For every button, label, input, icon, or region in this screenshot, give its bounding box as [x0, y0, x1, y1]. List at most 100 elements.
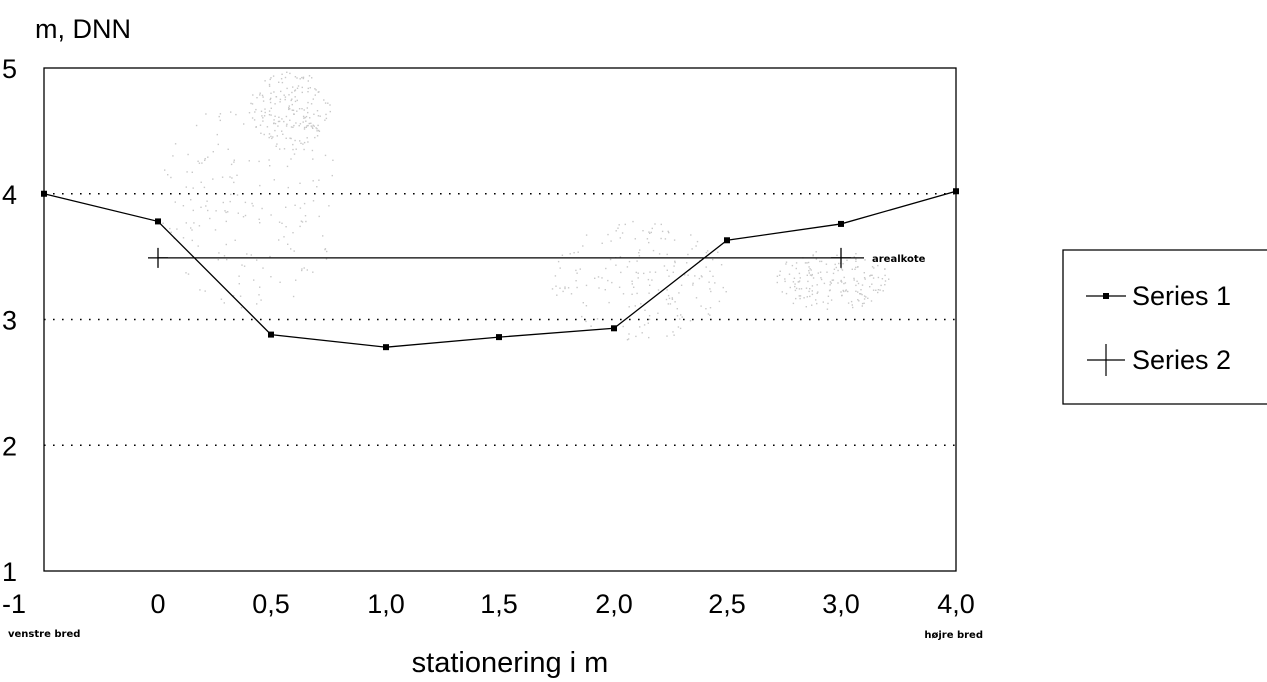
speckle-dot — [884, 274, 886, 277]
speckle-dot — [807, 280, 809, 283]
speckle-dot — [276, 135, 278, 137]
speckle-dot — [312, 200, 315, 202]
speckle-dot — [832, 279, 835, 281]
speckle-dot — [667, 230, 669, 233]
speckle-dot — [290, 248, 292, 250]
speckle-dot — [714, 282, 716, 284]
speckle-dot — [200, 206, 202, 208]
speckle-dot — [674, 260, 676, 262]
speckle-dot — [259, 124, 262, 126]
speckle-dot — [198, 225, 201, 227]
speckle-dot — [259, 184, 261, 187]
speckle-dot — [258, 218, 260, 220]
speckle-dot — [882, 290, 884, 292]
speckle-dot — [798, 288, 801, 290]
speckle-dot — [843, 276, 845, 279]
speckle-dot — [272, 75, 275, 77]
speckle-dot — [270, 214, 272, 216]
series-1-point — [41, 190, 47, 197]
speckle-dot — [309, 87, 311, 89]
speckle-dot — [668, 231, 670, 234]
speckle-dot — [799, 295, 802, 297]
speckle-dot — [310, 103, 313, 105]
speckle-dot — [314, 94, 316, 96]
speckle-dot — [176, 228, 178, 230]
speckle-dot — [281, 81, 284, 84]
speckle-dot — [836, 254, 838, 256]
series-1-point — [953, 188, 959, 195]
speckle-dot — [190, 227, 192, 229]
speckle-dot — [867, 297, 869, 299]
speckle-dot — [191, 229, 193, 231]
speckle-dot — [185, 186, 187, 188]
speckle-dot — [212, 178, 214, 180]
speckle-dot — [303, 117, 305, 119]
speckle-dot — [262, 96, 264, 98]
speckle-dot — [324, 102, 327, 104]
speckle-dot — [577, 251, 579, 253]
speckle-dot — [292, 143, 294, 146]
speckle-dot — [268, 110, 271, 112]
speckle-dot — [720, 264, 723, 266]
speckle-dot — [705, 251, 708, 254]
speckle-dot — [622, 293, 625, 295]
speckle-dot — [575, 269, 577, 272]
speckle-dot — [233, 159, 235, 161]
speckle-dot — [639, 326, 641, 328]
speckle-dot — [293, 250, 295, 252]
speckle-dot — [303, 267, 305, 269]
series-1-point — [268, 331, 274, 338]
speckle-dot — [329, 104, 331, 106]
speckle-dot — [679, 318, 681, 320]
speckle-dot — [692, 284, 694, 286]
speckle-dot — [296, 77, 298, 79]
speckle-dot — [808, 272, 810, 274]
speckle-dot — [725, 291, 727, 293]
speckle-dot — [306, 125, 308, 127]
speckle-dot — [673, 334, 675, 336]
speckle-dot — [778, 274, 781, 276]
speckle-dot — [871, 283, 873, 285]
speckle-dot — [307, 111, 309, 114]
speckle-dot — [232, 295, 235, 297]
speckle-dot — [884, 280, 887, 282]
speckle-dot — [627, 338, 630, 340]
speckle-dot — [270, 107, 272, 109]
speckle-dot — [312, 271, 314, 273]
speckle-dot — [617, 227, 619, 229]
speckle-dot — [672, 331, 674, 333]
speckle-dot — [856, 280, 858, 282]
speckle-dot — [784, 278, 786, 280]
speckle-dot — [311, 149, 314, 152]
speckle-dot — [259, 92, 261, 94]
speckle-dot — [605, 267, 607, 270]
speckle-dot — [227, 148, 229, 150]
speckle-dot — [649, 284, 651, 286]
speckle-dot — [286, 71, 288, 73]
speckle-dot — [863, 277, 866, 279]
speckle-dot — [295, 279, 297, 281]
speckle-dot — [861, 293, 863, 296]
speckle-dot — [246, 253, 248, 255]
speckle-dot — [851, 304, 853, 306]
speckle-dot — [707, 313, 710, 315]
speckle-dot — [863, 302, 865, 304]
speckle-dot — [819, 260, 821, 263]
speckle-dot — [215, 210, 217, 212]
speckle-dot — [585, 234, 588, 236]
speckle-dot — [317, 124, 319, 127]
speckle-dot — [810, 269, 812, 271]
speckle-dot — [705, 308, 707, 310]
speckle-dot — [815, 251, 817, 253]
speckle-dot — [222, 201, 224, 204]
speckle-dot — [250, 254, 252, 256]
speckle-dot — [205, 113, 207, 115]
speckle-dot — [861, 284, 864, 286]
speckle-dot — [260, 132, 262, 134]
speckle-dot — [871, 266, 874, 268]
speckle-dot — [633, 286, 635, 288]
speckle-dot — [651, 279, 653, 281]
speckle-dot — [843, 282, 845, 285]
speckle-dot — [259, 286, 261, 288]
speckle-dot — [679, 327, 682, 330]
